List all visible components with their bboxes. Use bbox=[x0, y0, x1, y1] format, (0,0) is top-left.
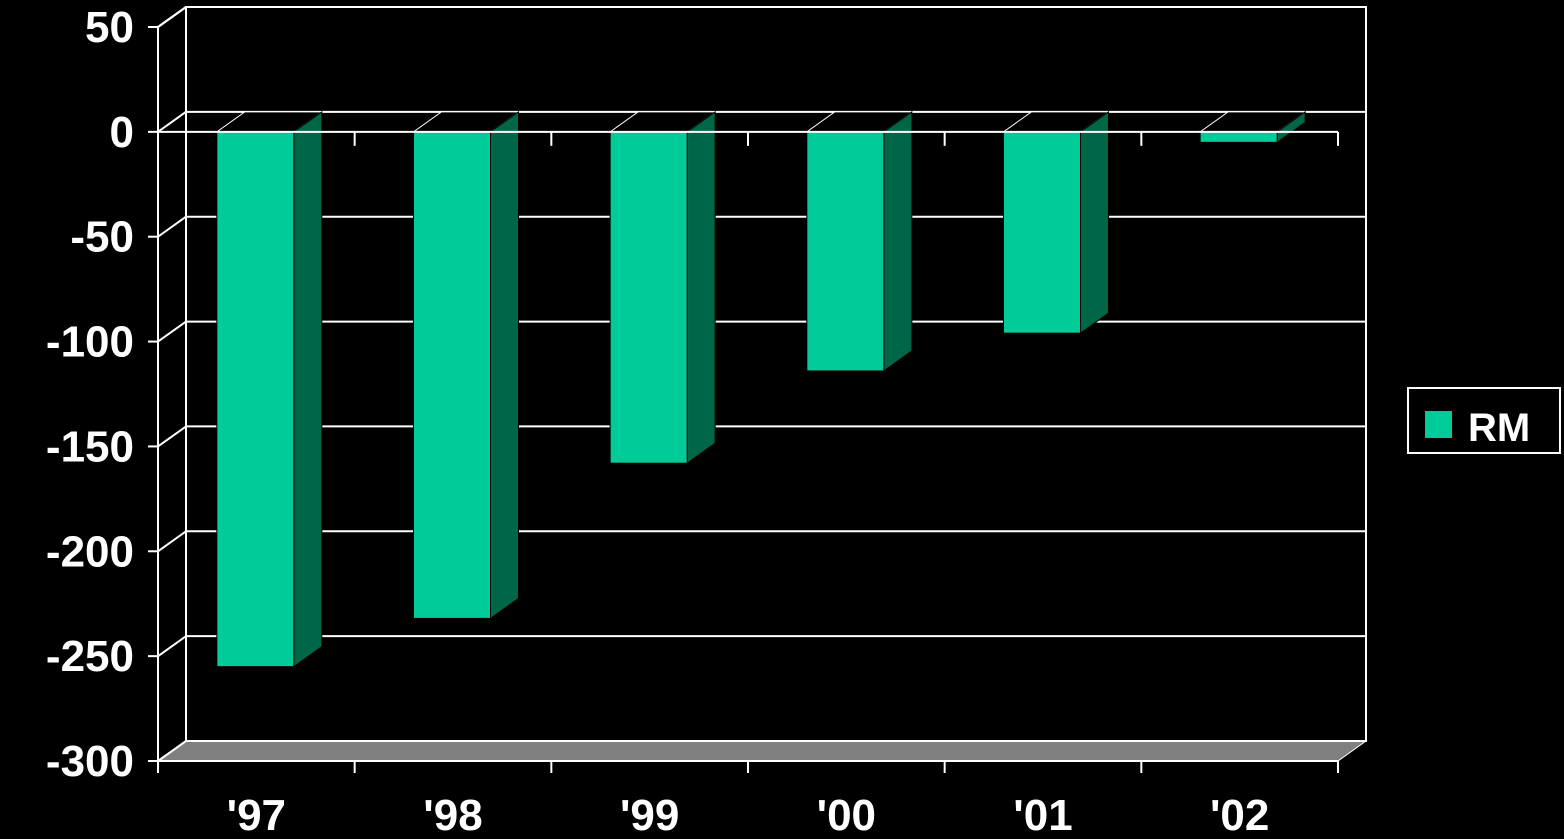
bar bbox=[413, 131, 491, 619]
y-tick-label: -50 bbox=[70, 213, 134, 262]
bar bbox=[1199, 131, 1278, 143]
x-tick-label: '01 bbox=[1013, 791, 1072, 839]
y-tick-label: -100 bbox=[46, 318, 134, 367]
legend-label: RM bbox=[1468, 406, 1530, 450]
x-tick-label: '02 bbox=[1210, 791, 1269, 839]
gridlines bbox=[157, 6, 1366, 762]
y-tick-label: 0 bbox=[110, 108, 134, 157]
bar-side bbox=[1080, 110, 1109, 335]
y-tick-label: -200 bbox=[46, 527, 134, 576]
x-tick-label: '97 bbox=[227, 791, 286, 839]
back-wall bbox=[185, 6, 1367, 742]
gridline-side bbox=[157, 425, 187, 448]
y-tick-label: -250 bbox=[46, 632, 134, 681]
axes bbox=[148, 26, 1339, 773]
gridline-side bbox=[157, 530, 187, 553]
gridline-side bbox=[157, 111, 187, 133]
bars bbox=[215, 110, 1307, 668]
gridline-side bbox=[157, 6, 187, 28]
legend: RM bbox=[1407, 387, 1561, 454]
chart-floor bbox=[156, 740, 1368, 762]
bar-side bbox=[490, 110, 519, 620]
x-tick-labels: '97 '98 '99 '00 '01 '02 bbox=[227, 791, 1270, 839]
x-tick-label: '98 bbox=[423, 791, 482, 839]
x-tick-label: '99 bbox=[620, 791, 679, 839]
bar bbox=[216, 131, 295, 668]
bar bbox=[609, 131, 688, 464]
y-tick-label: -300 bbox=[46, 737, 134, 786]
y-tick-label: 50 bbox=[85, 3, 134, 52]
gridline-side bbox=[157, 215, 187, 238]
bar-side bbox=[883, 110, 913, 372]
chart-walls bbox=[156, 6, 1368, 762]
bar-side bbox=[686, 110, 716, 465]
y-tick-labels: 50 0 -50 -100 -150 -200 -250 -300 bbox=[46, 3, 134, 786]
gridline-side bbox=[157, 740, 187, 762]
gridline-side bbox=[157, 320, 187, 343]
bar bbox=[1003, 131, 1081, 334]
y-tick-label: -150 bbox=[46, 422, 134, 471]
bar bbox=[806, 131, 885, 372]
legend-swatch bbox=[1425, 411, 1452, 438]
bar-side bbox=[293, 110, 323, 668]
gridline-side bbox=[157, 635, 187, 657]
x-tick-label: '00 bbox=[817, 791, 876, 839]
